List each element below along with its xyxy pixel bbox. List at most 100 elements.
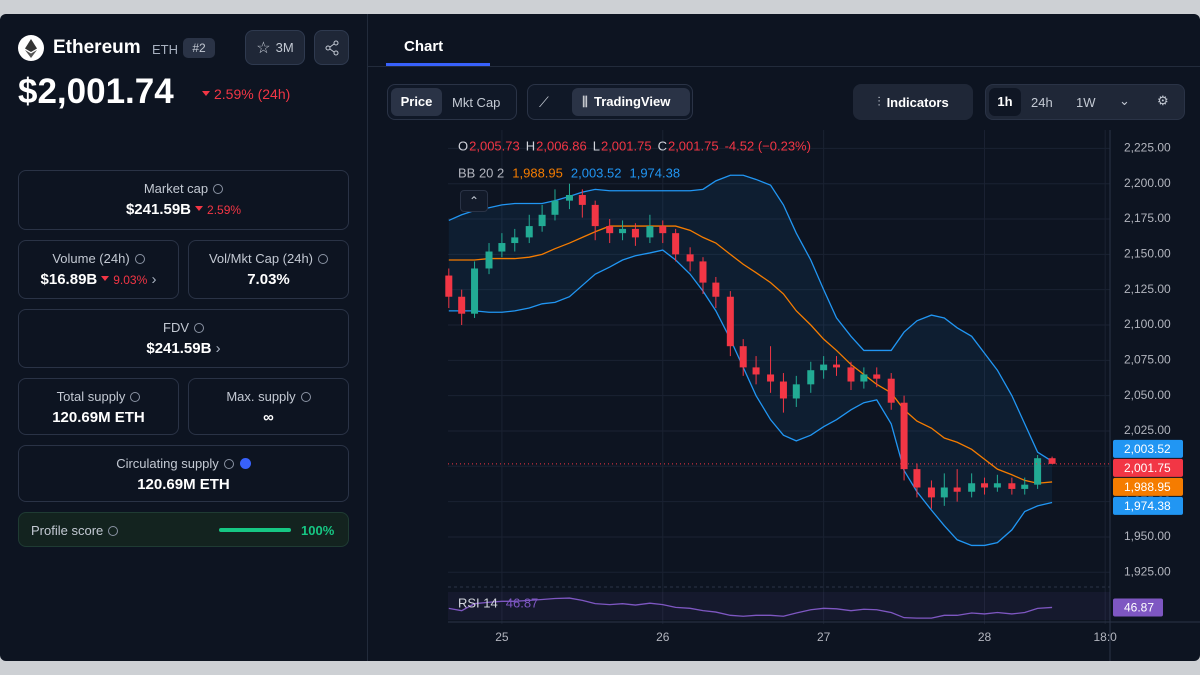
tab-rule bbox=[368, 66, 1200, 67]
stat-value: 7.03% bbox=[247, 271, 290, 288]
candle-body bbox=[445, 275, 453, 297]
chart: 1,925.001,950.001,975.002,000.002,025.00… bbox=[445, 130, 1200, 661]
candle-body bbox=[1034, 458, 1042, 485]
band-line bbox=[448, 225, 1053, 484]
circulating-card: Circulating supply 120.69M ETH bbox=[18, 445, 349, 502]
watchlist-button[interactable]: ☆ 3M bbox=[245, 30, 305, 65]
tradingview-button[interactable]: ⫼ TradingView bbox=[572, 88, 690, 116]
candle-body bbox=[940, 487, 948, 498]
candle-body bbox=[953, 487, 961, 492]
price-button[interactable]: Price bbox=[391, 88, 442, 116]
stat-label: Circulating supply bbox=[116, 456, 219, 471]
interval-more[interactable]: ⌄ bbox=[1119, 93, 1130, 108]
rsi-badge-label: 46.87 bbox=[1124, 601, 1154, 615]
bb-legend-value: 1,988.95 bbox=[512, 165, 563, 180]
mkt-cap-button[interactable]: Mkt Cap bbox=[452, 95, 501, 110]
candle-body bbox=[591, 204, 599, 227]
stat-value: 120.69M ETH bbox=[52, 409, 145, 426]
candle-body bbox=[981, 483, 989, 488]
candle-body bbox=[860, 374, 868, 382]
bb-legend-value: 2,003.52 bbox=[571, 165, 622, 180]
price: $2,001.74 bbox=[18, 72, 174, 111]
candle-body bbox=[993, 483, 1001, 488]
candle-body bbox=[847, 367, 855, 382]
band-line bbox=[448, 174, 1053, 462]
y-tick-label: 2,050.00 bbox=[1124, 388, 1171, 402]
legend-key: C bbox=[658, 138, 667, 153]
legend-key: H bbox=[526, 138, 535, 153]
fdv-card[interactable]: FDV $241.59B › bbox=[18, 309, 349, 368]
interval-button[interactable]: 1W bbox=[1076, 95, 1096, 110]
y-tick-label: 2,125.00 bbox=[1124, 282, 1171, 296]
price-toggle: Price Mkt Cap bbox=[387, 84, 517, 120]
interval-button[interactable]: 24h bbox=[1031, 95, 1053, 110]
coin-symbol: ETH bbox=[152, 42, 178, 57]
price-badge bbox=[1113, 496, 1183, 515]
legend-value: 2,005.73 bbox=[469, 138, 520, 153]
stat-value: 120.69M ETH bbox=[137, 476, 230, 493]
candle-body bbox=[498, 243, 506, 252]
y-tick-label: 2,175.00 bbox=[1124, 211, 1171, 225]
stat-value: $241.59B bbox=[125, 201, 192, 218]
candle-body bbox=[792, 384, 800, 399]
bb-legend-name: BB 20 2 bbox=[458, 165, 504, 180]
candle-body bbox=[485, 251, 493, 269]
candle-body bbox=[672, 233, 680, 255]
y-tick-label: 2,225.00 bbox=[1124, 141, 1171, 155]
price-badge-label: 1,974.38 bbox=[1124, 499, 1171, 513]
y-tick-label: 2,025.00 bbox=[1124, 423, 1171, 437]
price-badge bbox=[1113, 439, 1183, 458]
settings-button[interactable]: ⚙ bbox=[1157, 93, 1169, 108]
candle-body bbox=[887, 378, 895, 403]
stat-label: Total supply bbox=[56, 389, 126, 404]
x-tick-label: 27 bbox=[817, 630, 831, 644]
candle-body bbox=[767, 374, 775, 382]
eth-logo bbox=[18, 35, 44, 61]
x-tick-label: 26 bbox=[656, 630, 670, 644]
legend-key: L bbox=[593, 138, 600, 153]
market-cap-card: Market cap $241.59B 2.59% bbox=[18, 170, 349, 230]
price-badge-label: 2,001.75 bbox=[1124, 461, 1171, 475]
stat-label: Volume (24h) bbox=[52, 251, 130, 266]
price-badge-label: 1,988.95 bbox=[1124, 480, 1171, 494]
indicators-label: Indicators bbox=[886, 94, 949, 110]
bb-legend-value: 1,974.38 bbox=[629, 165, 680, 180]
y-tick-label: 2,200.00 bbox=[1124, 176, 1171, 190]
candle-body bbox=[968, 483, 976, 492]
share-icon bbox=[325, 40, 338, 55]
candle-body bbox=[659, 226, 667, 234]
candle-body bbox=[551, 200, 559, 215]
rsi-line bbox=[448, 597, 1053, 619]
profile-score-card: Profile score 100% bbox=[18, 512, 349, 547]
interval-button[interactable]: 1h bbox=[989, 88, 1021, 116]
stat-change: 9.03% bbox=[97, 273, 147, 287]
collapse-legend[interactable]: ⌃ bbox=[460, 190, 488, 212]
legend-value: 2,001.75 bbox=[668, 138, 719, 153]
stat-label: FDV bbox=[163, 320, 189, 335]
candle-body bbox=[631, 228, 639, 238]
candle-body bbox=[538, 214, 546, 227]
share-button[interactable] bbox=[314, 30, 349, 65]
candle-body bbox=[739, 346, 747, 368]
indicators-button[interactable]: ⫶ Indicators bbox=[853, 84, 973, 120]
price-badge bbox=[1113, 477, 1183, 496]
y-tick-label: 2,150.00 bbox=[1124, 247, 1171, 261]
x-tick-label: 25 bbox=[495, 630, 509, 644]
app: 1,925.001,950.001,975.002,000.002,025.00… bbox=[0, 14, 1200, 661]
tradingview-label: TradingView bbox=[593, 94, 671, 109]
vol-mkt-card: Vol/Mkt Cap (24h) 7.03% bbox=[188, 240, 349, 299]
y-tick-label: 1,950.00 bbox=[1124, 529, 1171, 543]
line-chart-button[interactable]: ⟋ bbox=[539, 94, 549, 110]
volume-card[interactable]: Volume (24h) $16.89B 9.03% › bbox=[18, 240, 179, 299]
candle-body bbox=[458, 296, 466, 314]
candle-body bbox=[1048, 458, 1056, 464]
candle-body bbox=[833, 364, 841, 368]
candle-body bbox=[578, 195, 586, 205]
x-tick-label: 28 bbox=[978, 630, 992, 644]
candle-body bbox=[686, 254, 694, 262]
chart-tab[interactable]: Chart bbox=[404, 38, 444, 55]
interval-toggle: 1h 24h 1W ⌄ ⚙ bbox=[985, 84, 1185, 120]
eth-icon bbox=[25, 39, 37, 58]
candle-body bbox=[606, 226, 614, 234]
chart-type-toggle: ⟋ ⫼ TradingView bbox=[527, 84, 693, 120]
